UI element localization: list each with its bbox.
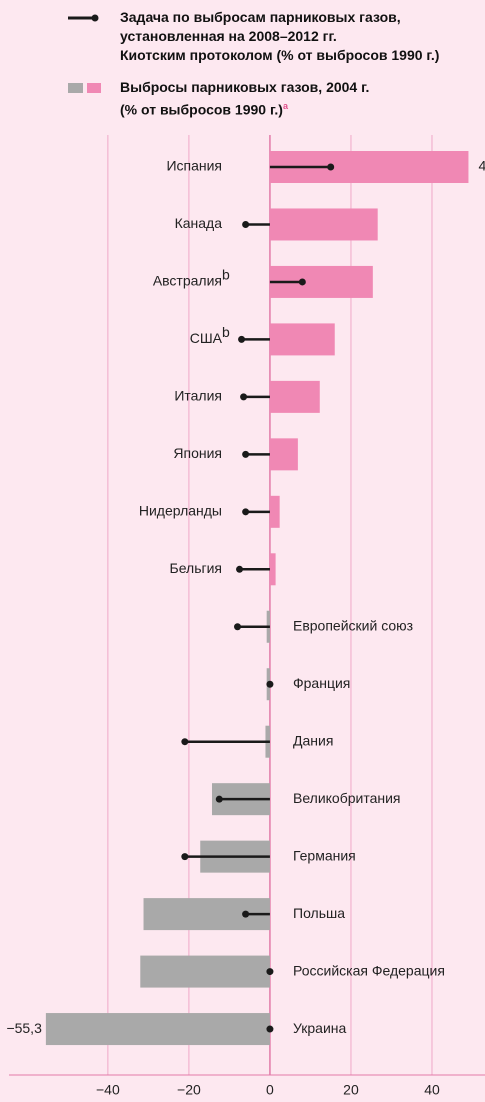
legend-entry: Выбросы парниковых газов, 2004 г. (% от … [120, 79, 370, 118]
target-dot [327, 163, 335, 171]
category-label: Дания [293, 732, 333, 748]
value-label: −55,3 [6, 1020, 42, 1036]
category-label: Канада [175, 215, 223, 231]
category-label: Украина [293, 1020, 347, 1036]
target-dot [266, 968, 274, 976]
category-label: США [190, 330, 223, 346]
target-dot [242, 450, 250, 458]
target-dot [298, 278, 306, 286]
target-dot [234, 623, 242, 631]
category-label: Испания [166, 158, 222, 174]
target-dot [238, 335, 246, 343]
bar [269, 208, 378, 241]
bar [269, 553, 276, 586]
target-dot [242, 508, 250, 516]
legend-footnote: a [282, 101, 288, 111]
bar [269, 438, 298, 471]
bar [269, 495, 280, 528]
category-label: Европейский союз [293, 617, 413, 633]
category-label: Великобритания [293, 790, 401, 806]
legend-dot-icon [91, 14, 99, 22]
x-tick-label: −20 [177, 1082, 201, 1098]
bar [45, 1013, 270, 1046]
target-dot [266, 680, 274, 688]
legend-entry: Задача по выбросам парниковых газов, уст… [120, 9, 440, 63]
target-dot [215, 795, 223, 803]
value-label: 49,0 [478, 158, 485, 174]
category-label: Польша [293, 905, 345, 921]
category-label: Австралия [153, 273, 222, 289]
footnote-mark: b [222, 267, 230, 283]
target-dot [240, 393, 248, 401]
target-dot [242, 220, 250, 228]
target-dot [266, 1025, 274, 1033]
category-label: Италия [174, 388, 222, 404]
category-label: Нидерланды [139, 503, 222, 519]
category-label: Бельгия [170, 560, 222, 576]
x-tick-label: −40 [96, 1082, 120, 1098]
legend-swatch-positive [87, 83, 101, 93]
x-tick-label: 20 [343, 1082, 359, 1098]
bar [269, 380, 320, 413]
footnote-mark: b [222, 324, 230, 340]
target-dot [236, 565, 244, 573]
target-dot [181, 738, 189, 746]
category-label: Германия [293, 847, 356, 863]
bar [269, 323, 335, 356]
target-dot [242, 910, 250, 918]
x-tick-label: 0 [266, 1082, 274, 1098]
category-label: Российская Федерация [293, 962, 445, 978]
bar [140, 955, 270, 988]
category-label: Япония [173, 445, 222, 461]
x-tick-label: 40 [424, 1082, 440, 1098]
target-dot [181, 853, 189, 861]
category-label: Франция [293, 675, 350, 691]
legend-swatch-negative [68, 83, 83, 93]
